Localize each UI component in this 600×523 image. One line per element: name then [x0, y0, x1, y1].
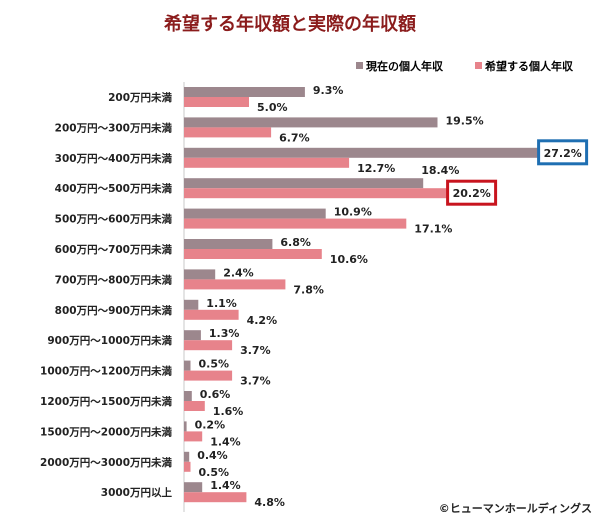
data-label-desired: 4.8%: [254, 496, 285, 509]
data-label-desired: 4.2%: [247, 314, 278, 327]
data-label-desired: 3.7%: [240, 375, 271, 388]
data-label-desired: 1.6%: [213, 405, 244, 418]
category-label: 900万円～1000万円未満: [47, 334, 172, 347]
data-label-desired: 20.2%: [453, 187, 491, 200]
highlight-box: [446, 179, 498, 206]
data-label-current: 2.4%: [223, 266, 254, 279]
data-label-current: 0.2%: [195, 418, 226, 431]
category-label: 300万円～400万円未満: [55, 152, 173, 165]
category-label: 400万円～500万円未満: [55, 182, 173, 195]
data-label-current: 6.8%: [280, 236, 311, 249]
bar-desired: [184, 492, 247, 503]
data-label-desired: 0.5%: [199, 466, 230, 479]
chart-title: 希望する年収額と実際の年収額: [164, 13, 416, 35]
data-label-current: 0.5%: [199, 358, 230, 371]
category-label: 3000万円以上: [101, 486, 173, 499]
data-label-current: 1.1%: [206, 297, 237, 310]
bar-desired: [184, 218, 407, 229]
bar-current: [184, 87, 305, 97]
bar-desired: [184, 157, 350, 168]
category-label: 1200万円～1500万円未満: [40, 395, 172, 408]
bar-desired: [184, 401, 205, 411]
data-label-current: 0.4%: [197, 449, 228, 462]
bar-current: [184, 330, 201, 341]
bar-current: [184, 451, 190, 462]
category-label: 1500万円～2000万円未満: [40, 425, 172, 438]
bar-current: [184, 269, 216, 280]
category-label: 200万円～300万円未満: [55, 121, 173, 134]
legend-label-desired: 希望する個人年収: [484, 59, 574, 73]
bar-current: [184, 178, 424, 189]
legend-swatch-desired: [475, 62, 482, 69]
bar-desired: [184, 279, 286, 290]
data-label-current: 0.6%: [200, 388, 231, 401]
bar-current: [184, 208, 326, 219]
data-label-desired: 3.7%: [240, 344, 271, 357]
data-label-desired: 5.0%: [257, 101, 288, 114]
category-label: 500万円～600万円未満: [55, 213, 173, 226]
data-label-current: 1.4%: [210, 479, 241, 492]
bar-desired: [184, 431, 203, 442]
bar-current: [184, 421, 187, 432]
legend-swatch-current: [356, 62, 363, 69]
data-label-current: 9.3%: [313, 84, 344, 97]
bar-current: [184, 239, 273, 249]
highlight-box: [537, 139, 589, 166]
category-label: 1000万円～1200万円未満: [40, 365, 172, 378]
bar-current: [184, 482, 203, 493]
bar-current: [184, 299, 199, 310]
category-label: 800万円～900万円未満: [55, 304, 173, 317]
category-label: 2000万円～3000万円未満: [40, 456, 172, 469]
category-label: 200万円未満: [108, 91, 172, 104]
bar-desired: [184, 127, 272, 138]
data-label-current: 1.3%: [209, 327, 240, 340]
bar-desired: [184, 461, 191, 472]
bar-current: [184, 117, 438, 128]
data-label-desired: 10.6%: [330, 253, 368, 266]
bar-desired: [184, 97, 249, 107]
data-label-desired: 7.8%: [293, 283, 324, 296]
credit-text: ©ヒューマンホールディングス: [439, 501, 592, 515]
data-label-current: 27.2%: [544, 147, 582, 160]
data-label-current: 10.9%: [334, 206, 372, 219]
category-label: 700万円～800万円未満: [55, 273, 173, 286]
category-label: 600万円～700万円未満: [55, 243, 173, 256]
bar-desired: [184, 370, 233, 381]
data-label-current: 18.4%: [421, 164, 459, 177]
data-label-current: 19.5%: [446, 114, 484, 127]
data-label-desired: 12.7%: [357, 162, 395, 175]
bar-desired: [184, 249, 322, 259]
bar-current: [184, 391, 192, 401]
bar-current: [184, 360, 191, 371]
data-label-desired: 6.7%: [279, 131, 310, 144]
legend-label-current: 現在の個人年収: [366, 59, 444, 73]
bar-desired: [184, 309, 239, 320]
bar-current: [184, 147, 538, 158]
legend: 現在の個人年収 希望する個人年収: [356, 59, 574, 73]
bar-desired: [184, 340, 233, 351]
data-label-desired: 17.1%: [414, 223, 452, 236]
bar-desired: [184, 188, 447, 199]
data-label-desired: 1.4%: [210, 435, 241, 448]
